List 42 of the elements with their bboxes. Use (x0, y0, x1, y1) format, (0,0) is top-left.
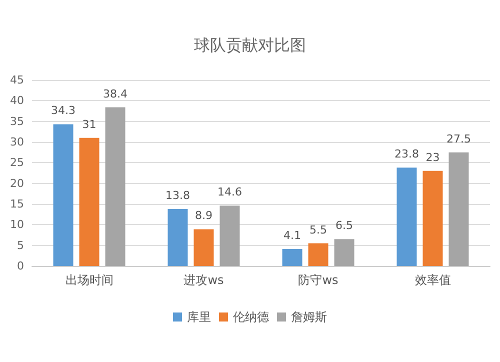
chart-title: 球队贡献对比图 (194, 36, 306, 54)
data-label: 4.1 (284, 229, 301, 242)
data-label: 6.5 (336, 219, 353, 232)
legend-label: 詹姆斯 (291, 310, 327, 324)
x-tick-label: 进攻ws (184, 273, 224, 287)
bar (194, 229, 214, 266)
data-label: 14.6 (218, 186, 242, 199)
data-label: 13.8 (166, 188, 190, 202)
y-tick-label: 25 (10, 156, 24, 170)
y-tick-label: 20 (10, 176, 24, 190)
bar (53, 124, 74, 266)
y-tick-label: 30 (10, 136, 24, 148)
y-tick-label: 5 (17, 238, 24, 252)
bar (220, 206, 240, 266)
x-tick-label: 防守ws (298, 273, 338, 287)
y-tick-label: 15 (10, 198, 24, 210)
bar (308, 243, 328, 266)
bar (168, 208, 188, 266)
bar (422, 170, 443, 266)
y-tick-label: 40 (10, 94, 24, 108)
data-label: 34.3 (51, 104, 76, 118)
y-tick-label: 35 (10, 114, 24, 128)
bar (282, 249, 302, 266)
data-label: 5.5 (310, 223, 327, 236)
y-tick-label: 0 (17, 260, 24, 272)
y-tick-label: 45 (10, 74, 24, 86)
data-label: 38.4 (103, 87, 128, 100)
bar (396, 168, 417, 266)
bar (105, 107, 126, 266)
data-label: 27.5 (446, 132, 471, 146)
data-label: 23.8 (394, 148, 419, 161)
y-tick-label: 10 (10, 218, 24, 232)
legend-label: 库里 (187, 310, 211, 324)
x-tick-label: 效率值 (414, 273, 451, 287)
bar (334, 239, 354, 266)
data-label: 8.9 (195, 209, 212, 222)
bar (448, 152, 469, 266)
data-label: 31 (82, 118, 96, 131)
legend-label: 伦纳德 (233, 310, 269, 324)
data-label: 23 (426, 150, 440, 164)
bar (79, 138, 100, 266)
x-tick-label: 出场时间 (65, 273, 114, 287)
